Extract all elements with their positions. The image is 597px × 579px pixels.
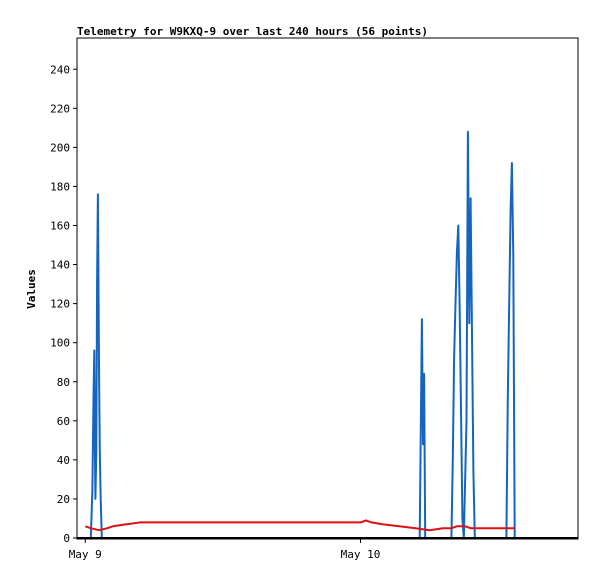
y-tick-label: 100 [50,337,70,350]
series-line-1 [84,519,515,532]
y-tick-label: 200 [50,141,70,154]
y-tick-label: 160 [50,220,70,233]
y-tick-label: 80 [57,376,70,389]
y-tick-label: 40 [57,454,70,467]
y-axis-label: Values [25,269,38,309]
x-tick-label: May 10 [341,548,381,561]
y-tick-label: 20 [57,493,70,506]
y-tick-label: 120 [50,298,70,311]
chart-title: Telemetry for W9KXQ-9 over last 240 hour… [77,25,428,38]
y-tick-label: 140 [50,259,70,272]
y-tick-label: 240 [50,63,70,76]
x-tick-label: May 9 [69,548,102,561]
y-tick-label: 180 [50,180,70,193]
y-tick-label: 0 [63,532,70,545]
x-axis: May 9 May 10 [69,538,381,561]
y-axis: 0 20 40 60 80 100 120 140 160 180 200 220 240 [50,63,77,545]
plot-area [76,37,579,540]
y-tick-label: 220 [50,102,70,115]
y-tick-label: 60 [57,415,70,428]
